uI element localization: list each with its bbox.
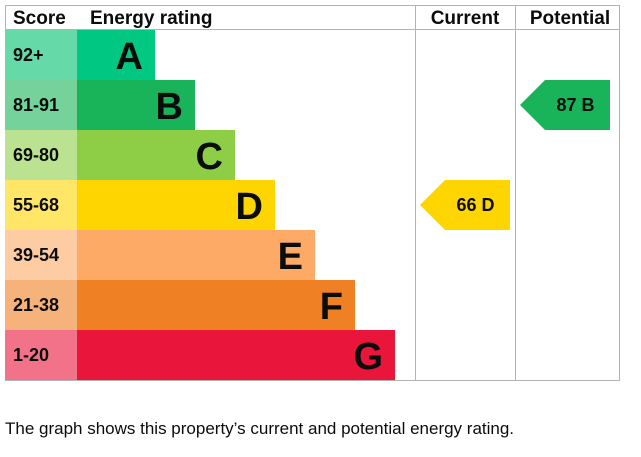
rating-letter-g: G [353, 336, 383, 378]
potential-rating-marker-label: 87 B [556, 95, 594, 115]
score-cell-d [5, 180, 77, 230]
rating-letter-b: B [156, 86, 183, 128]
score-cell-a [5, 30, 77, 80]
potential-rating-marker [520, 80, 610, 130]
score-label-g: 1-20 [13, 345, 49, 365]
score-label-b: 81-91 [13, 95, 59, 115]
score-cell-c [5, 130, 77, 180]
rating-bands: 92+ A 81-91 B 69-80 C 55-68 D 39-54 E 21-38 F 1-20 G [5, 30, 395, 380]
rating-letter-e: E [278, 236, 303, 278]
rating-bar-c [77, 130, 235, 180]
current-rating-marker [420, 180, 510, 230]
rating-letter-d: D [236, 186, 263, 228]
current-rating-marker-label: 66 D [456, 195, 494, 215]
score-label-f: 21-38 [13, 295, 59, 315]
chart-header: Score Energy rating Current Potential [13, 8, 610, 29]
energy-rating-chart: Score Energy rating Current Potential 92… [5, 5, 620, 381]
rating-letter-f: F [320, 286, 343, 328]
chart-caption: The graph shows this property’s current … [5, 419, 515, 438]
score-cell-f [5, 280, 77, 330]
rating-letter-c: C [196, 136, 223, 178]
rating-markers: 66 D 87 B [420, 80, 610, 230]
score-cell-b [5, 80, 77, 130]
rating-bar-d [77, 180, 275, 230]
score-label-c: 69-80 [13, 145, 59, 165]
score-cell-g [5, 330, 77, 380]
score-label-a: 92+ [13, 45, 44, 65]
rating-letter-a: A [116, 36, 143, 78]
energy-rating-column-header: Energy rating [90, 8, 212, 29]
rating-bar-e [77, 230, 315, 280]
rating-bar-g [77, 330, 395, 380]
score-cell-e [5, 230, 77, 280]
rating-bar-f [77, 280, 355, 330]
potential-column-header: Potential [530, 8, 610, 29]
score-label-d: 55-68 [13, 195, 59, 215]
rating-bar-b [77, 80, 195, 130]
current-column-header: Current [431, 8, 500, 29]
rating-bar-a [77, 30, 155, 80]
score-label-e: 39-54 [13, 245, 59, 265]
score-column-header: Score [13, 8, 66, 29]
